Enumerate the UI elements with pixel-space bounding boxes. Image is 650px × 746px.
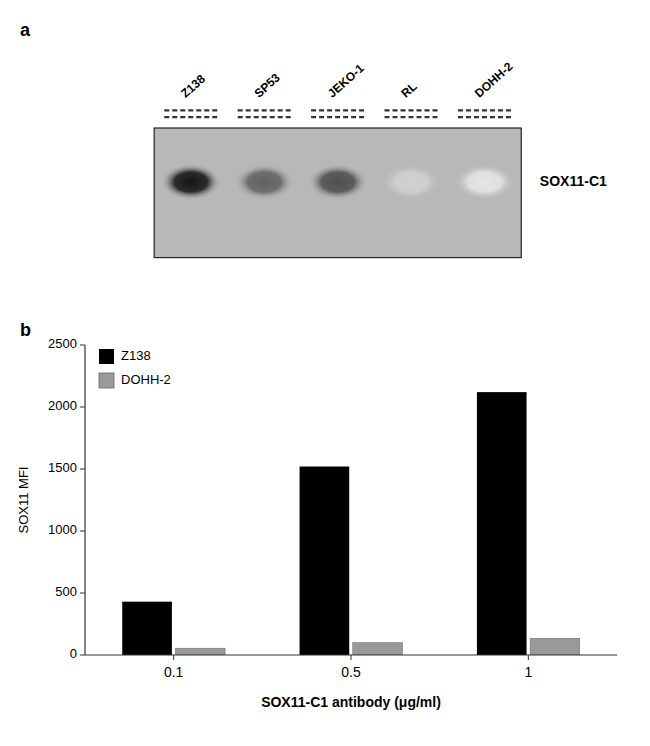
y-tick — [80, 593, 85, 594]
x-tick-label: 0.5 — [341, 664, 361, 680]
bar — [353, 643, 403, 655]
lane-marker — [164, 109, 217, 111]
bar — [477, 392, 527, 655]
blot-band — [454, 164, 514, 200]
lane-label: SP53 — [252, 70, 283, 100]
lane-marker — [238, 109, 291, 111]
x-axis-label: SOX11-C1 antibody (μg/ml) — [261, 694, 441, 710]
blot-membrane — [154, 128, 521, 258]
bar — [122, 602, 172, 655]
figure: a Z138 SP53 JEKO-1 RL DOHH-2 SOX11-C1 b 0 500 1000… — [0, 0, 650, 746]
panel-label: a — [20, 20, 31, 40]
x-tick — [173, 655, 174, 660]
lane-label: JEKO-1 — [325, 61, 367, 101]
x-tick-label: 0.1 — [164, 664, 184, 680]
panel-b: b 0 500 1000 1500 2000 2500 0.1 0.5 1 SOX11-C1 ant… — [16, 320, 617, 710]
legend-swatch — [99, 373, 114, 388]
bar — [530, 638, 580, 655]
x-tick — [351, 655, 352, 660]
blot-band — [161, 164, 221, 200]
legend-label: DOHH-2 — [121, 372, 171, 387]
blot-band — [308, 164, 368, 200]
x-tick-label: 1 — [524, 664, 532, 680]
y-tick — [80, 469, 85, 470]
blot-band — [381, 164, 441, 200]
lane-label: DOHH-2 — [472, 59, 516, 100]
y-tick-label: 1500 — [48, 460, 77, 475]
lane-marker — [311, 109, 364, 111]
lane-label: Z138 — [178, 72, 208, 101]
bar — [300, 467, 350, 655]
y-tick-label: 2000 — [48, 398, 77, 413]
bars — [122, 392, 580, 655]
y-tick-label: 0 — [70, 646, 77, 661]
lane-marker — [311, 116, 364, 118]
y-tick-label: 500 — [55, 584, 77, 599]
y-axis — [84, 345, 85, 655]
y-tick — [80, 345, 85, 346]
blot-band — [234, 164, 294, 200]
lane-marker — [458, 116, 511, 118]
lane-marker — [238, 116, 291, 118]
lane-marker — [458, 109, 511, 111]
lane-marker — [385, 109, 438, 111]
x-tick — [528, 655, 529, 660]
y-axis-label: SOX11 MFI — [16, 467, 31, 534]
y-tick — [80, 407, 85, 408]
legend-label: Z138 — [121, 348, 151, 363]
legend: Z138 DOHH-2 — [99, 348, 171, 388]
y-tick — [80, 531, 85, 532]
lane-label: RL — [398, 79, 419, 100]
y-tick-label: 1000 — [48, 522, 77, 537]
y-tick-label: 2500 — [48, 336, 77, 351]
panel-label: b — [20, 320, 31, 340]
lane-marker — [164, 116, 217, 118]
panel-a: a Z138 SP53 JEKO-1 RL DOHH-2 SOX11-C1 — [20, 20, 607, 258]
y-tick — [80, 655, 85, 656]
annotation: SOX11-C1 — [540, 173, 607, 189]
legend-swatch — [99, 349, 114, 364]
bar — [175, 648, 225, 655]
lane-marker — [385, 116, 438, 118]
